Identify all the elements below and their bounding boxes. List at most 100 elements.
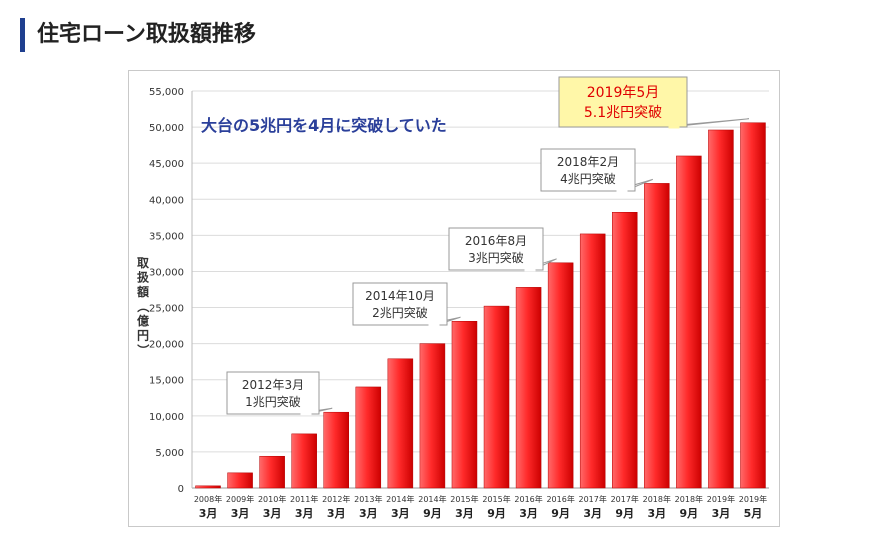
- x-tick-year: 2016年: [546, 494, 574, 504]
- bar: [259, 455, 285, 489]
- y-axis-label-char: 取: [137, 256, 149, 270]
- y-tick-label: 50,000: [149, 123, 184, 134]
- bar: [355, 386, 382, 489]
- x-tick-year: 2015年: [450, 494, 478, 504]
- callout-line1: 2019年5月: [587, 85, 660, 101]
- bar: [612, 212, 638, 489]
- callout-line1: 2014年10月: [365, 289, 435, 303]
- y-axis-label-char: ）: [136, 344, 151, 356]
- x-tick-year: 2010年: [258, 494, 286, 504]
- x-tick-year: 2019年: [707, 494, 735, 504]
- y-tick-label: 25,000: [149, 304, 184, 315]
- y-axis-label-char: （: [136, 300, 151, 312]
- callout-join: [616, 189, 628, 193]
- y-tick-label: 15,000: [149, 376, 184, 387]
- bar: [323, 411, 349, 489]
- callout-line1: 2012年3月: [242, 378, 304, 392]
- x-tick-labels: 2008年 3月 2009年 3月 2010年 3月 2011年 3月 2012年 3月 2013年…: [194, 494, 767, 520]
- x-tick-month: 3月: [391, 507, 410, 520]
- x-tick-year: 2018年: [675, 494, 703, 504]
- x-tick-month: 3月: [712, 507, 731, 520]
- x-tick-year: 2015年: [482, 494, 510, 504]
- callout-box: [540, 148, 636, 192]
- x-tick-year: 2008年: [194, 494, 222, 504]
- bar: [419, 343, 446, 489]
- x-tick-month: 3月: [295, 507, 314, 520]
- callout-join: [668, 125, 680, 129]
- y-tick-label: 0: [178, 484, 184, 495]
- x-tick-month: 3月: [199, 507, 218, 520]
- x-tick-year: 2018年: [643, 494, 671, 504]
- y-tick-label: 5,000: [155, 448, 184, 459]
- callout-line2: 2兆円突破: [372, 305, 428, 320]
- page-title: 住宅ローン取扱額推移: [20, 18, 256, 52]
- bar: [195, 485, 221, 489]
- callout-join: [524, 268, 536, 272]
- x-tick-month: 3月: [519, 507, 538, 520]
- x-tick-month: 9月: [680, 507, 699, 520]
- x-tick-year: 2014年: [386, 494, 414, 504]
- x-tick-year: 2013年: [354, 494, 382, 504]
- x-tick-month: 3月: [359, 507, 378, 520]
- x-tick-month: 3月: [455, 507, 474, 520]
- y-axis-label: 取扱額（億円）: [136, 256, 151, 356]
- callout: 2012年3月 1兆円突破: [226, 371, 333, 416]
- bar: [676, 155, 702, 489]
- x-tick-month: 9月: [487, 507, 506, 520]
- y-tick-label: 30,000: [149, 267, 184, 278]
- bar: [387, 358, 414, 489]
- y-tick-labels: 0 5,000 10,000 15,000 20,000 25,000 30,000 35,0…: [149, 87, 184, 495]
- callout-box: [352, 282, 448, 326]
- callout: 2014年10月 2兆円突破: [352, 282, 461, 327]
- callouts: 2012年3月1兆円突破2014年10月2兆円突破2016年8月3兆円突破201…: [226, 76, 750, 416]
- x-tick-year: 2016年: [514, 494, 542, 504]
- bar-chart: 0 5,000 10,000 15,000 20,000 25,000 30,000 35,0…: [136, 76, 769, 520]
- x-tick-year: 2009年: [226, 494, 254, 504]
- y-axis-label-char: 億: [137, 313, 149, 328]
- bar: [483, 305, 510, 489]
- bar: [515, 287, 542, 489]
- y-tick-label: 40,000: [149, 195, 184, 206]
- x-tick-month: 9月: [615, 507, 634, 520]
- x-tick-year: 2012年: [322, 494, 350, 504]
- chart-headline: 大台の5兆円を4月に突破していた: [201, 116, 447, 135]
- callout-line2: 4兆円突破: [560, 171, 616, 186]
- callout-box: [448, 227, 544, 271]
- bars: [195, 122, 766, 489]
- y-axis-label-char: 円: [137, 329, 149, 343]
- callout: 2016年8月 3兆円突破: [448, 227, 557, 272]
- callout: 2018年2月 4兆円突破: [540, 148, 653, 193]
- x-tick-month: 3月: [231, 507, 250, 520]
- callout-line1: 2016年8月: [465, 234, 527, 248]
- y-tick-label: 10,000: [149, 412, 184, 423]
- bar: [291, 433, 317, 489]
- y-tick-label: 45,000: [149, 159, 184, 170]
- x-tick-year: 2017年: [611, 494, 639, 504]
- x-tick-year: 2019年: [739, 494, 767, 504]
- y-axis-label-char: 扱: [137, 270, 150, 285]
- x-tick-year: 2014年: [418, 494, 446, 504]
- chart-frame: 0 5,000 10,000 15,000 20,000 25,000 30,000 35,0…: [128, 70, 780, 527]
- callout-box: [558, 76, 688, 128]
- y-tick-label: 55,000: [149, 87, 184, 98]
- y-tick-label: 35,000: [149, 231, 184, 242]
- bar: [451, 321, 478, 489]
- callout: 2019年5月 5.1兆円突破: [558, 76, 750, 129]
- x-tick-month: 3月: [583, 507, 602, 520]
- bar: [579, 233, 606, 489]
- x-tick-month: 3月: [647, 507, 666, 520]
- callout-line2: 1兆円突破: [245, 394, 301, 409]
- callout-line2: 5.1兆円突破: [584, 105, 662, 121]
- x-tick-year: 2017年: [579, 494, 607, 504]
- y-tick-label: 20,000: [149, 340, 184, 351]
- gridlines: [191, 90, 769, 489]
- bar: [227, 472, 253, 489]
- y-axis-label-char: 額: [136, 284, 149, 299]
- bar: [547, 262, 574, 489]
- x-tick-month: 5月: [744, 507, 763, 520]
- callout-join: [428, 323, 440, 327]
- bar: [644, 183, 670, 489]
- x-tick-month: 3月: [327, 507, 346, 520]
- x-tick-month: 9月: [551, 507, 570, 520]
- x-tick-year: 2011年: [290, 494, 318, 504]
